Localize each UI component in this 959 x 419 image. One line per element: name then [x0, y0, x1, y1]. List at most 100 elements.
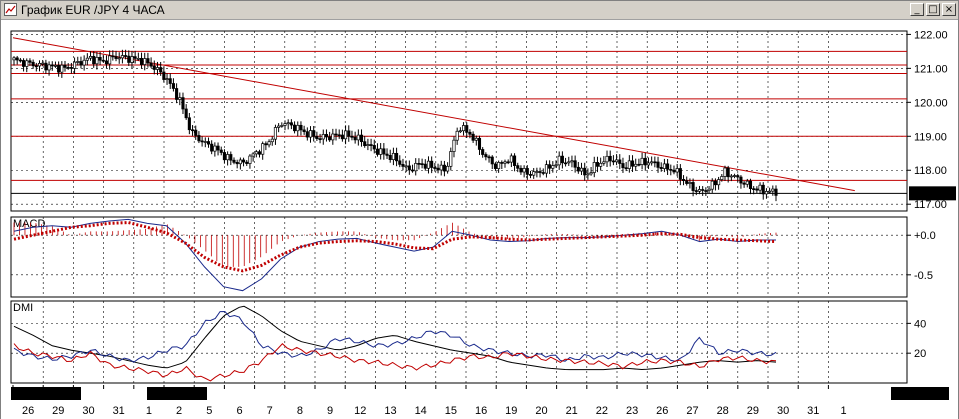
candle-body — [506, 161, 510, 164]
candle-body — [669, 168, 673, 171]
candle-body — [774, 188, 778, 196]
candle-body — [430, 160, 434, 168]
candle-body — [133, 56, 137, 59]
candle-body — [222, 152, 226, 161]
close-button[interactable]: × — [942, 3, 956, 16]
candle-body — [31, 61, 35, 67]
candle-body — [538, 171, 542, 173]
candle-body — [640, 157, 644, 165]
minimize-button[interactable]: _ — [910, 3, 924, 16]
candle-body — [560, 155, 564, 164]
candle-body — [768, 190, 772, 193]
candle-body — [120, 55, 124, 59]
date-tick-label: 16 — [475, 405, 487, 417]
candle-body — [194, 129, 198, 136]
candle-body — [200, 140, 204, 143]
month-label: Сен 2019 — [894, 388, 942, 400]
price-tick-label: 119.00 — [914, 131, 947, 143]
candle-body — [755, 188, 759, 191]
candle-body — [586, 173, 590, 176]
candle-body — [723, 167, 727, 177]
candle-body — [630, 160, 635, 167]
candle-body — [605, 155, 609, 163]
date-tick-label: 23 — [626, 405, 638, 417]
date-tick-label: 1 — [146, 405, 152, 417]
candle-body — [627, 160, 631, 169]
candle-body — [592, 162, 596, 173]
date-tick-label: 9 — [327, 405, 333, 417]
price-tick-label: 117.00 — [914, 199, 947, 211]
candle-body — [656, 161, 660, 168]
candle-body — [350, 135, 354, 138]
candle-body — [114, 56, 118, 59]
candle-body — [525, 168, 529, 175]
month-label-box — [147, 387, 207, 400]
candle-body — [369, 144, 373, 146]
candle-body — [305, 131, 309, 138]
price-tick-label: 118.00 — [914, 165, 947, 177]
date-tick-label: 28 — [717, 405, 729, 417]
candle-body — [487, 156, 491, 159]
candle-body — [136, 57, 140, 60]
candle-body — [477, 137, 482, 150]
dmi-pane: 40 20 DMI — [10, 300, 926, 384]
candle-body — [264, 143, 268, 146]
candle-body — [720, 176, 724, 180]
candle-body — [331, 133, 335, 141]
candle-body — [458, 130, 462, 133]
candle-body — [461, 125, 466, 132]
candle-body — [407, 165, 411, 171]
date-tick-label: 31 — [807, 405, 819, 417]
candle-body — [701, 189, 705, 191]
candle-body — [353, 136, 357, 141]
candle-body — [726, 167, 730, 178]
date-tick-label: 12 — [354, 405, 366, 417]
candle-body — [283, 123, 287, 126]
candle-body — [595, 162, 600, 167]
candle-body — [493, 163, 497, 169]
chart-app-icon — [4, 3, 17, 16]
candle-body — [219, 149, 223, 153]
candle-body — [37, 63, 42, 67]
candle-body — [707, 188, 711, 191]
candle-body — [484, 154, 488, 158]
candle-body — [73, 61, 77, 69]
candle-body — [452, 139, 456, 152]
candle-body — [573, 160, 577, 168]
date-tick-label: 29 — [52, 405, 64, 417]
candle-body — [85, 57, 89, 61]
candle-body — [178, 97, 182, 100]
candle-body — [576, 166, 580, 172]
candle-body — [618, 159, 622, 164]
candle-body — [579, 167, 584, 172]
maximize-button[interactable]: □ — [926, 3, 940, 16]
candle-body — [752, 188, 756, 191]
macd-tick-label: -0.5 — [914, 270, 933, 282]
dmi-plus-line — [13, 311, 777, 363]
candle-body — [745, 180, 749, 185]
date-tick-label: 29 — [747, 405, 759, 417]
candle-body — [98, 56, 102, 61]
candle-body — [34, 65, 38, 68]
dmi-adx-line — [13, 305, 777, 371]
candle-body — [675, 168, 679, 173]
title-bar[interactable]: График EUR /JPY 4 ЧАСА _ □ × — [1, 1, 958, 20]
date-tick-label: 6 — [236, 405, 242, 417]
candle-body — [414, 162, 418, 172]
candle-body — [650, 161, 654, 164]
candle-body — [50, 64, 54, 67]
candle-body — [245, 161, 249, 164]
dmi-frame — [10, 300, 908, 384]
candle-body — [385, 153, 389, 156]
candle-body — [653, 161, 657, 164]
candle-body — [554, 164, 558, 167]
candle-body — [66, 67, 70, 69]
candle-body — [321, 134, 325, 140]
date-tick-label: 31 — [113, 405, 125, 417]
candle-body — [379, 148, 383, 155]
candle-body — [446, 165, 450, 172]
candle-body — [481, 149, 485, 155]
candle-body — [299, 124, 303, 131]
candle-body — [583, 167, 587, 176]
price-tick-label: 122.00 — [914, 29, 948, 41]
